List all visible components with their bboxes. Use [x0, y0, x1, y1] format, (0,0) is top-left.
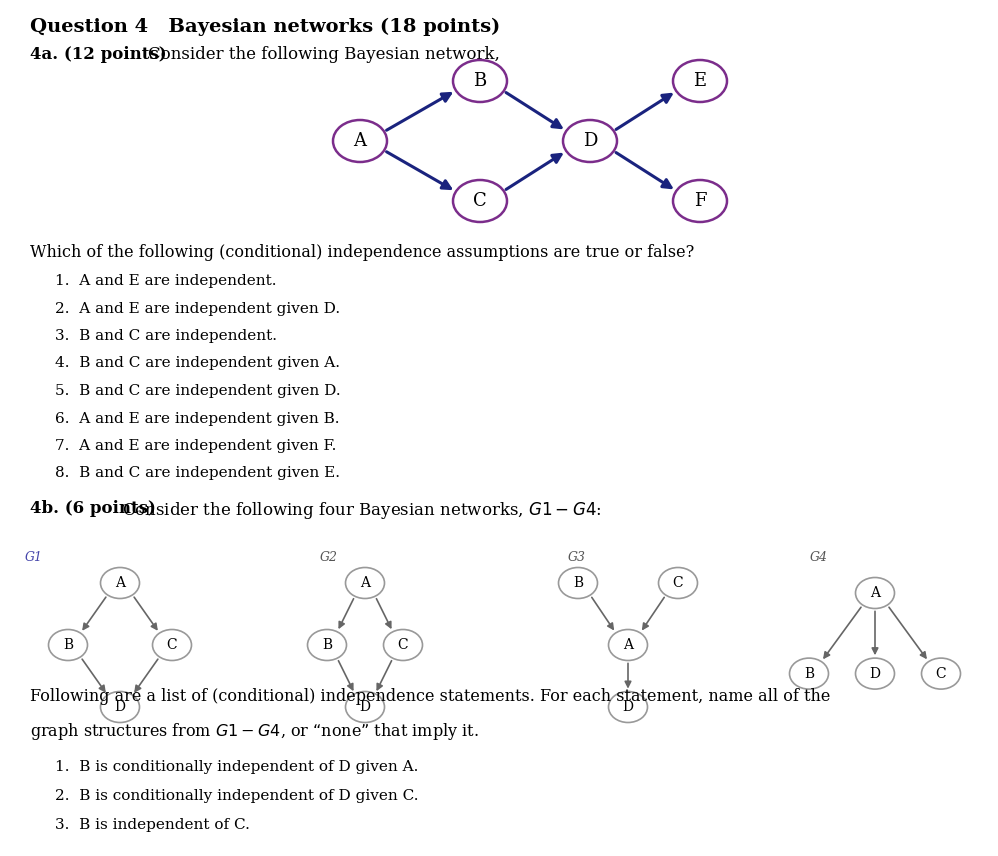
Ellipse shape [153, 629, 192, 661]
Text: 3.  B is independent of C.: 3. B is independent of C. [55, 818, 250, 832]
Text: 6.  A and E are independent given B.: 6. A and E are independent given B. [55, 412, 339, 425]
Ellipse shape [307, 629, 346, 661]
Text: 4.  B and C are independent given A.: 4. B and C are independent given A. [55, 356, 340, 371]
Ellipse shape [345, 692, 384, 722]
Ellipse shape [333, 120, 387, 162]
Ellipse shape [559, 568, 598, 598]
Text: 8.  B and C are independent given E.: 8. B and C are independent given E. [55, 467, 340, 480]
Text: Consider the following four Bayesian networks, $G1 - G4$:: Consider the following four Bayesian net… [122, 500, 602, 521]
Ellipse shape [101, 568, 140, 598]
Ellipse shape [855, 578, 894, 609]
Text: D: D [359, 700, 370, 714]
Text: Following are a list of (conditional) independence statements. For each statemen: Following are a list of (conditional) in… [30, 688, 830, 705]
Text: G2: G2 [320, 551, 338, 564]
Text: 1.  A and E are independent.: 1. A and E are independent. [55, 274, 276, 288]
Ellipse shape [673, 60, 727, 102]
Text: B: B [573, 576, 583, 590]
Text: 5.  B and C are independent given D.: 5. B and C are independent given D. [55, 384, 340, 398]
Text: B: B [63, 638, 73, 652]
Ellipse shape [659, 568, 698, 598]
Text: 4a. (12 points): 4a. (12 points) [30, 46, 167, 63]
Ellipse shape [789, 658, 828, 689]
Ellipse shape [383, 629, 422, 661]
Text: B: B [473, 72, 487, 90]
Text: A: A [360, 576, 370, 590]
Ellipse shape [609, 629, 648, 661]
Text: G4: G4 [810, 551, 828, 564]
Text: 4b. (6 points): 4b. (6 points) [30, 500, 156, 517]
Text: D: D [583, 132, 597, 150]
Text: 7.  A and E are independent given F.: 7. A and E are independent given F. [55, 439, 336, 453]
Ellipse shape [921, 658, 960, 689]
Text: D: D [869, 667, 880, 681]
Text: graph structures from $G1 - G4$, or “none” that imply it.: graph structures from $G1 - G4$, or “non… [30, 721, 479, 742]
Ellipse shape [345, 568, 384, 598]
Ellipse shape [49, 629, 88, 661]
Text: B: B [322, 638, 332, 652]
Ellipse shape [453, 60, 507, 102]
Text: A: A [353, 132, 366, 150]
Text: 2.  B is conditionally independent of D given C.: 2. B is conditionally independent of D g… [55, 789, 418, 803]
Ellipse shape [101, 692, 140, 722]
Text: A: A [623, 638, 633, 652]
Text: G3: G3 [568, 551, 586, 564]
Text: C: C [397, 638, 408, 652]
Text: Question 4   Bayesian networks (18 points): Question 4 Bayesian networks (18 points) [30, 18, 500, 36]
Text: Consider the following Bayesian network,: Consider the following Bayesian network, [148, 46, 500, 63]
Text: 1.  B is conditionally independent of D given A.: 1. B is conditionally independent of D g… [55, 760, 418, 774]
Ellipse shape [855, 658, 894, 689]
Ellipse shape [609, 692, 648, 722]
Ellipse shape [453, 180, 507, 222]
Ellipse shape [563, 120, 617, 162]
Text: C: C [167, 638, 178, 652]
Text: E: E [694, 72, 707, 90]
Text: G1: G1 [25, 551, 43, 564]
Text: B: B [804, 667, 814, 681]
Text: C: C [673, 576, 684, 590]
Ellipse shape [673, 180, 727, 222]
Text: Which of the following (conditional) independence assumptions are true or false?: Which of the following (conditional) ind… [30, 244, 695, 261]
Text: 3.  B and C are independent.: 3. B and C are independent. [55, 329, 277, 343]
Text: A: A [870, 586, 880, 600]
Text: A: A [115, 576, 125, 590]
Text: C: C [473, 192, 487, 210]
Text: D: D [115, 700, 126, 714]
Text: D: D [623, 700, 634, 714]
Text: 2.  A and E are independent given D.: 2. A and E are independent given D. [55, 301, 340, 316]
Text: C: C [936, 667, 946, 681]
Text: F: F [694, 192, 707, 210]
